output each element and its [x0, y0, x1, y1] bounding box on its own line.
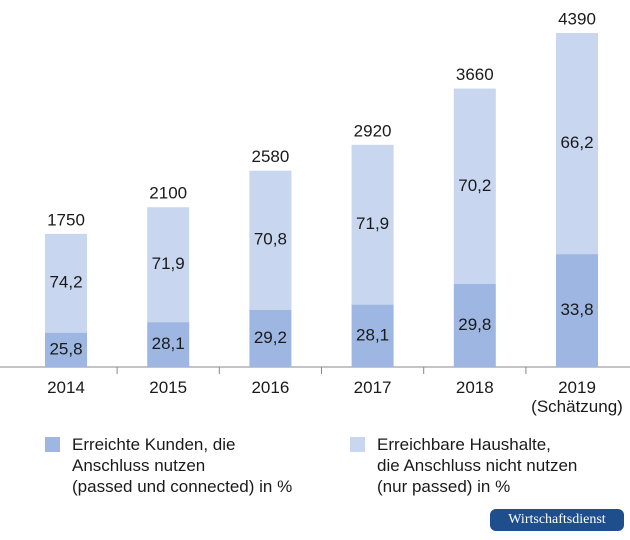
bar-segment	[249, 170, 292, 310]
value-label: 66,2	[560, 133, 593, 152]
bar-segment	[351, 144, 394, 305]
x-tick-label: 2017	[353, 378, 392, 397]
bar-segment	[147, 322, 190, 367]
total-label: 4390	[558, 9, 596, 28]
value-label: 28,1	[152, 334, 185, 353]
legend-swatch	[45, 437, 60, 452]
value-label: 70,2	[458, 176, 491, 195]
x-tick-label: 2016	[251, 378, 290, 397]
total-label: 2100	[149, 184, 187, 203]
bar-segment	[45, 332, 87, 367]
value-label: 28,1	[356, 325, 389, 344]
value-label: 25,8	[49, 339, 82, 358]
value-label: 74,2	[49, 273, 82, 292]
legend-label: Erreichbare Haushalte, die Anschluss nic…	[377, 435, 578, 496]
total-label: 1750	[47, 210, 85, 229]
x-tick-label: 2015	[149, 378, 188, 397]
x-tick-label: 2019 (Schätzung)	[531, 378, 623, 416]
total-label: 2580	[251, 147, 289, 166]
x-tick-label: 2018	[455, 378, 494, 397]
legend-swatch	[350, 437, 365, 452]
bar-segment	[453, 88, 496, 285]
total-label: 2920	[354, 121, 392, 140]
value-label: 33,8	[560, 300, 593, 319]
bar-segment	[45, 233, 87, 333]
value-label: 71,9	[152, 254, 185, 273]
bar-segment	[351, 304, 394, 367]
bar-segment	[147, 207, 190, 323]
bar-segment	[556, 33, 598, 255]
value-label: 70,8	[254, 230, 287, 249]
value-label: 29,8	[458, 315, 491, 334]
bar-segment	[453, 284, 496, 367]
total-label: 3660	[456, 65, 494, 84]
bar-segment	[249, 309, 292, 367]
value-label: 71,9	[356, 214, 389, 233]
value-label: 29,2	[254, 328, 287, 347]
legend-label: Erreichte Kunden, die Anschluss nutzen (…	[72, 435, 293, 496]
x-tick-label: 2014	[47, 378, 85, 397]
source-badge: Wirtschaftsdienst	[490, 509, 624, 531]
bar-segment	[556, 254, 598, 367]
